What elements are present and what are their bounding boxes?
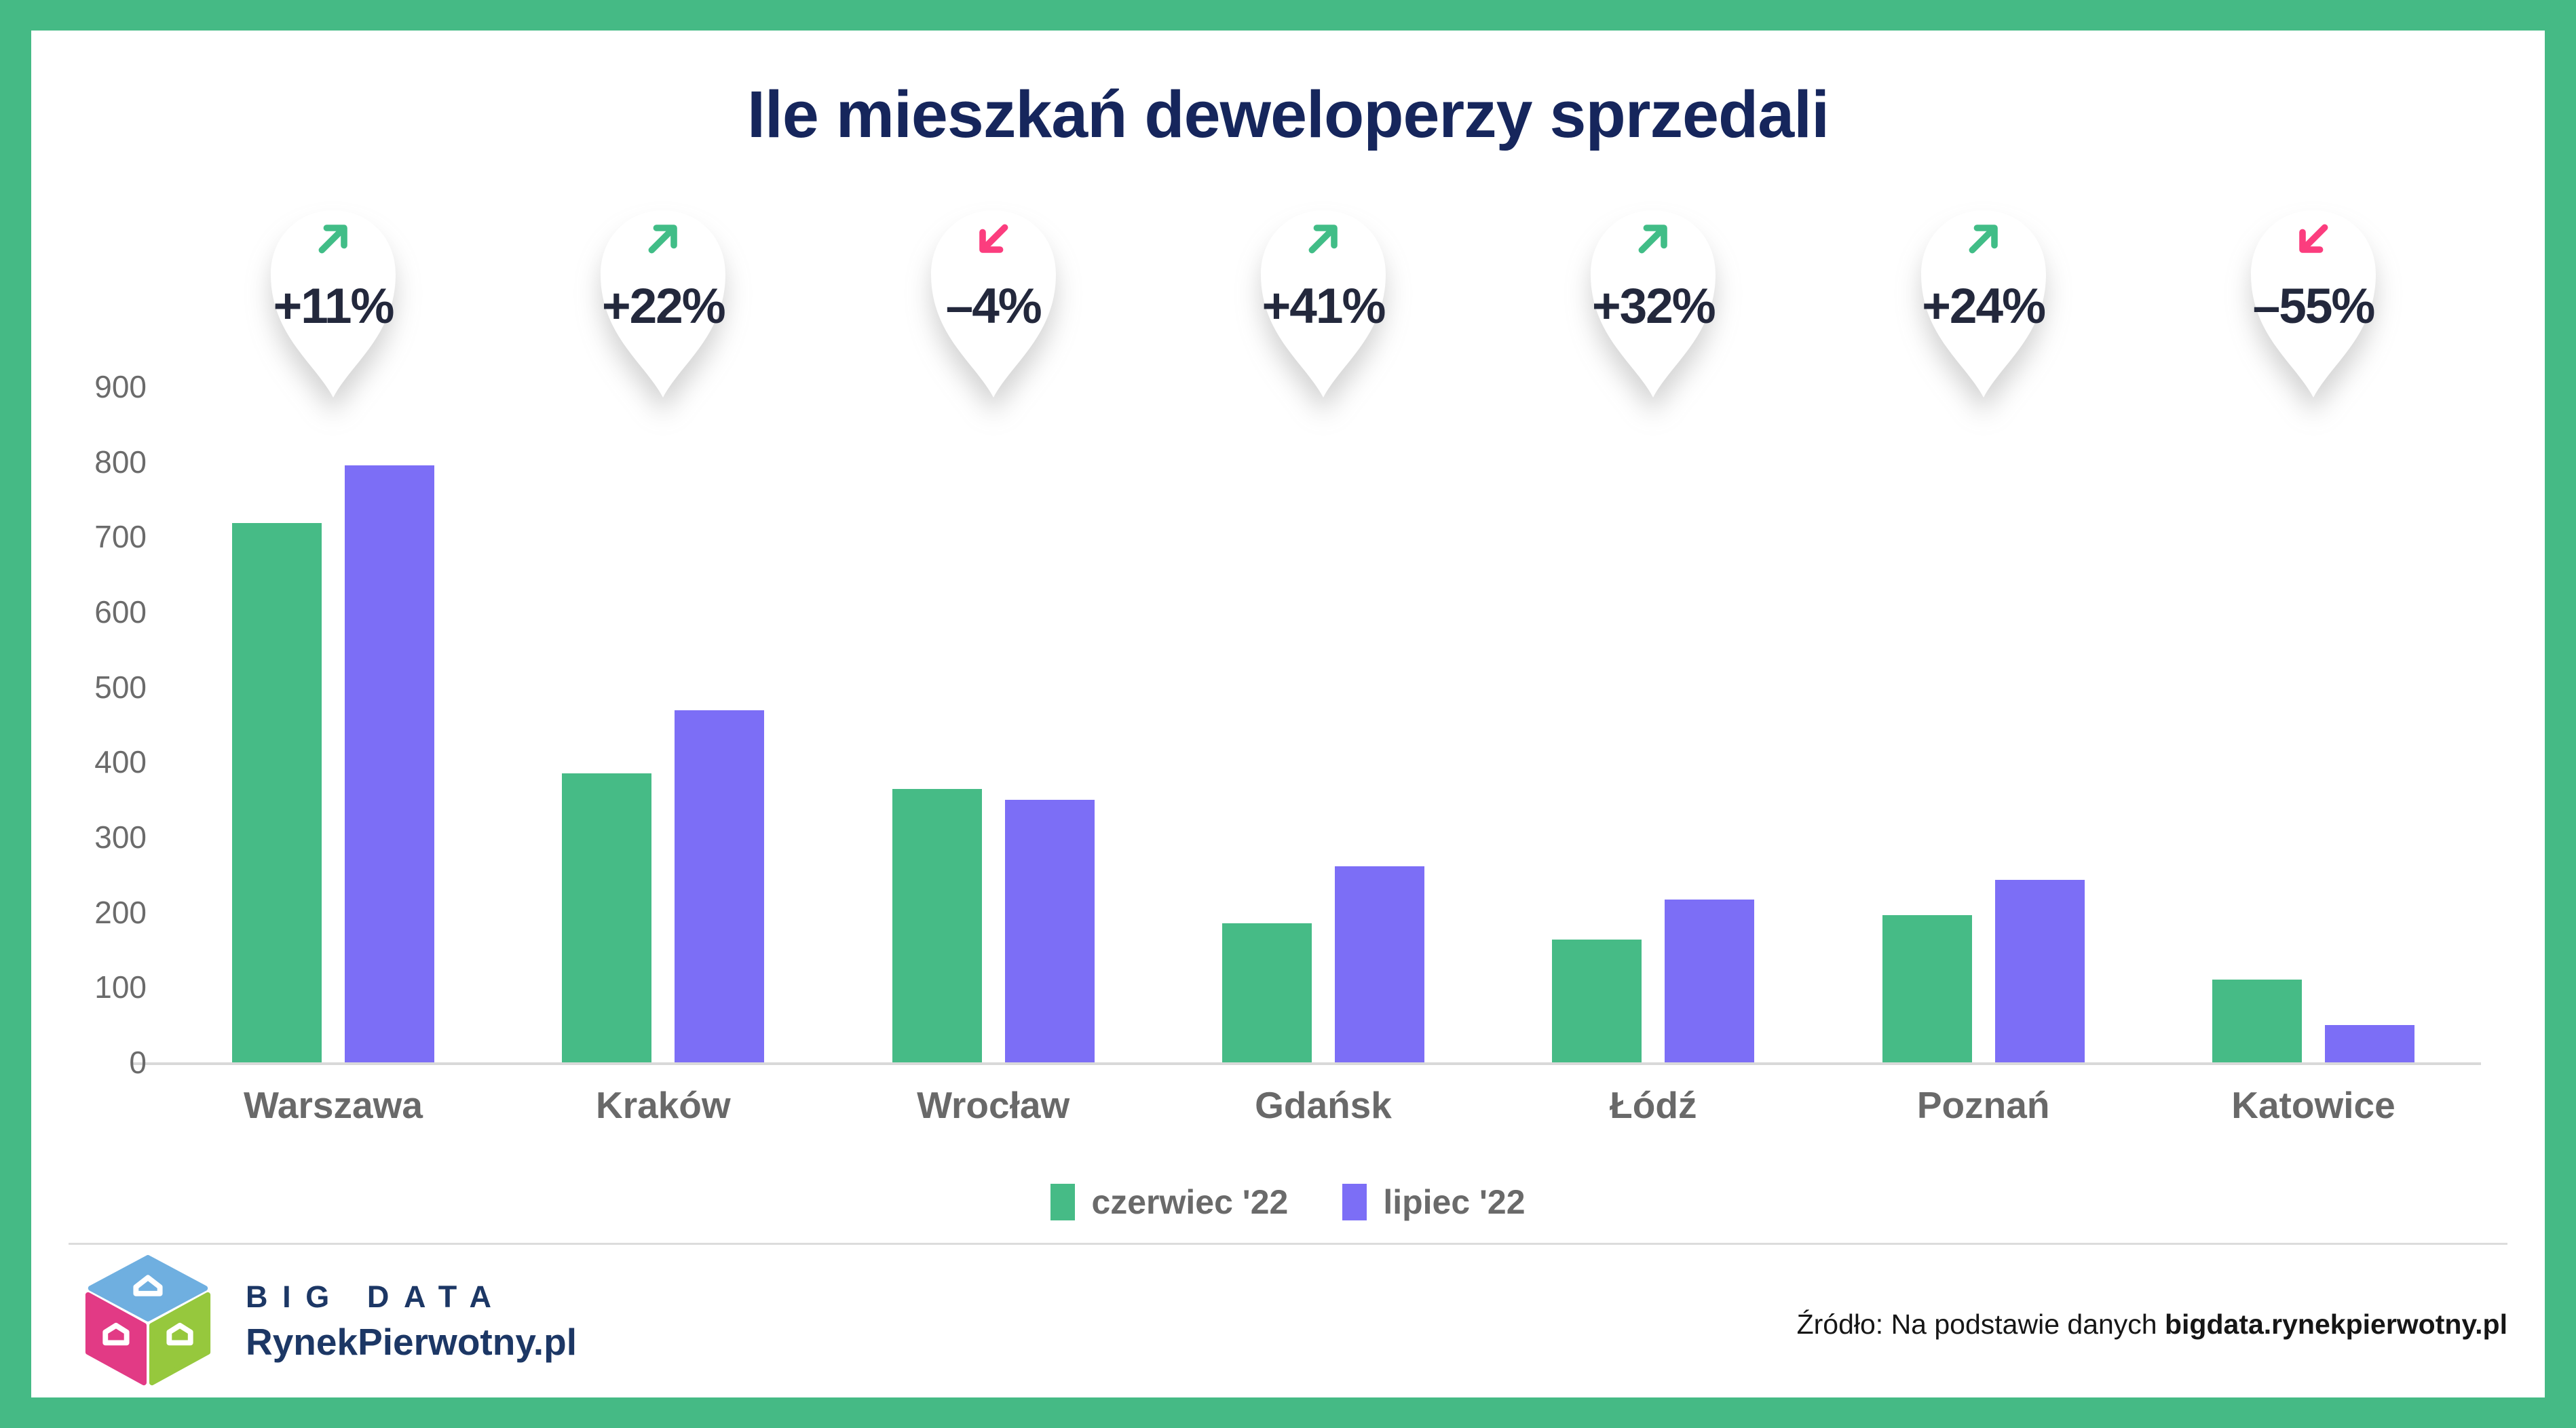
- trend-arrow-down-icon: [2299, 224, 2328, 253]
- bar-wrocław-lipiec: [1004, 800, 1095, 1062]
- y-axis-tick-200: 200: [94, 894, 147, 930]
- chart-card: Ile mieszkań deweloperzy sprzedali +11% +…: [31, 31, 2545, 1397]
- badge-percent-label: –55%: [2252, 279, 2376, 334]
- badge-pin-shape: [2250, 210, 2376, 398]
- percent-badge-gdańsk: +41%: [1242, 199, 1405, 403]
- badge-percent-label: +11%: [273, 279, 395, 334]
- y-axis-tick-600: 600: [94, 594, 147, 630]
- brand-line-big-data: BIG DATA: [246, 1279, 506, 1314]
- bar-warszawa-czerwiec: [232, 523, 322, 1062]
- y-axis-tick-100: 100: [94, 969, 147, 1005]
- x-axis-label-poznań: Poznań: [1916, 1084, 2050, 1126]
- badge-pin-shape: [601, 210, 726, 398]
- bar-wrocław-czerwiec: [892, 789, 982, 1062]
- brand-line-rynekpierwotny: RynekPierwotny.pl: [246, 1321, 577, 1363]
- legend-item-czerwiec: czerwiec '22: [1050, 1182, 1288, 1222]
- bar-kraków-czerwiec: [562, 773, 652, 1062]
- y-axis-tick-700: 700: [94, 519, 147, 555]
- y-axis-tick-500: 500: [94, 669, 147, 705]
- percent-badge-wrocław: –4%: [912, 199, 1075, 403]
- brand-text: BIG DATA RynekPierwotny.pl: [246, 1279, 577, 1364]
- percent-badge-warszawa: +11%: [252, 199, 415, 403]
- trend-arrow-up-icon: [648, 225, 678, 254]
- bar-katowice-czerwiec: [2212, 980, 2302, 1062]
- legend-label-czerwiec: czerwiec '22: [1091, 1183, 1289, 1221]
- percent-badge-poznań: +24%: [1902, 199, 2065, 403]
- bar-warszawa-lipiec: [345, 465, 434, 1062]
- trend-arrow-up-icon: [1638, 225, 1668, 254]
- legend-swatch-czerwiec: [1050, 1184, 1076, 1220]
- footer-divider: [69, 1243, 2507, 1245]
- bar-poznań-czerwiec: [1882, 915, 1972, 1062]
- legend-item-lipiec: lipiec '22: [1342, 1182, 1526, 1222]
- bar-łódź-lipiec: [1665, 900, 1755, 1062]
- x-axis-label-warszawa: Warszawa: [244, 1084, 423, 1126]
- bar-łódź-czerwiec: [1552, 940, 1642, 1062]
- badge-percent-label: +22%: [601, 279, 726, 334]
- brand-logo-block: BIG DATA RynekPierwotny.pl: [71, 1255, 577, 1388]
- badge-pin-shape: [1260, 210, 1386, 398]
- percent-badge-kraków: +22%: [582, 199, 744, 403]
- x-axis-line: [133, 1062, 2481, 1065]
- trend-arrow-up-icon: [1308, 225, 1338, 254]
- badge-pin-shape: [930, 210, 1056, 398]
- bar-gdańsk-lipiec: [1334, 866, 1424, 1062]
- rynekpierwotny-cube-logo-icon: [85, 1255, 211, 1386]
- y-axis-tick-400: 400: [94, 744, 147, 780]
- trend-arrow-up-icon: [318, 225, 347, 254]
- badge-percent-label: +24%: [1922, 279, 2046, 334]
- legend-label-lipiec: lipiec '22: [1383, 1183, 1526, 1221]
- percent-badge-łódź: +32%: [1572, 199, 1735, 403]
- x-axis-label-katowice: Katowice: [2231, 1084, 2395, 1126]
- y-axis-tick-0: 0: [129, 1045, 147, 1080]
- badge-pin-shape: [1920, 210, 2046, 398]
- y-axis-tick-900: 900: [94, 368, 147, 404]
- bar-katowice-lipiec: [2324, 1025, 2414, 1062]
- source-domain: bigdata.rynekpierwotny.pl: [2165, 1309, 2507, 1340]
- chart-title: Ile mieszkań deweloperzy sprzedali: [746, 77, 1830, 151]
- y-axis-tick-800: 800: [94, 444, 147, 480]
- bar-gdańsk-czerwiec: [1221, 923, 1312, 1062]
- legend-swatch-lipiec: [1342, 1184, 1367, 1220]
- trend-arrow-down-icon: [979, 224, 1008, 253]
- bar-poznań-lipiec: [1994, 880, 2085, 1062]
- x-axis-label-gdańsk: Gdańsk: [1255, 1084, 1392, 1126]
- x-axis-label-wrocław: Wrocław: [917, 1084, 1070, 1126]
- badge-percent-label: –4%: [945, 279, 1042, 334]
- badge-pin-shape: [271, 210, 396, 398]
- badge-pin-shape: [1591, 210, 1716, 398]
- x-axis-label-łódź: Łódź: [1610, 1084, 1697, 1126]
- y-axis-tick-300: 300: [94, 819, 147, 855]
- chart-legend: czerwiec '22 lipiec '22: [31, 1182, 2545, 1222]
- trend-arrow-up-icon: [1969, 225, 1998, 254]
- x-axis-label-kraków: Kraków: [595, 1084, 731, 1126]
- bar-kraków-lipiec: [675, 710, 765, 1062]
- badge-percent-label: +41%: [1262, 279, 1386, 334]
- source-prefix: Źródło: Na podstawie danych: [1796, 1309, 2165, 1340]
- percent-badge-katowice: –55%: [2232, 199, 2395, 403]
- badge-percent-label: +32%: [1591, 279, 1716, 334]
- source-note: Źródło: Na podstawie danych bigdata.ryne…: [1797, 1309, 2507, 1340]
